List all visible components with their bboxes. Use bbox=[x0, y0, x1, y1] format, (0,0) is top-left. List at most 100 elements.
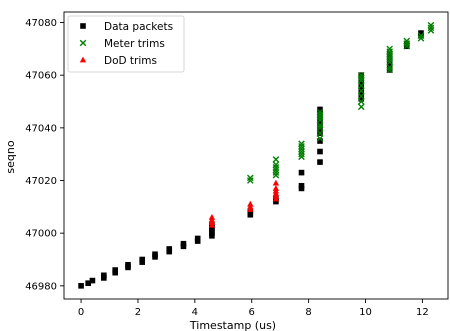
data-point bbox=[247, 177, 254, 184]
data-point bbox=[386, 63, 393, 71]
data-point bbox=[427, 27, 435, 34]
data-point bbox=[358, 85, 365, 92]
legend-marker bbox=[80, 23, 86, 29]
x-axis-label: Timestamp (us) bbox=[189, 319, 276, 331]
data-point bbox=[208, 213, 216, 220]
x-tick-label: 0 bbox=[78, 307, 84, 318]
data-point bbox=[152, 251, 158, 258]
data-point bbox=[386, 50, 393, 58]
data-point bbox=[386, 61, 393, 68]
data-point bbox=[317, 106, 323, 113]
x-tick-label: 4 bbox=[192, 307, 198, 318]
data-point bbox=[272, 161, 280, 169]
y-tick-label: 47080 bbox=[25, 18, 57, 29]
data-point bbox=[316, 124, 324, 132]
data-point bbox=[386, 66, 393, 74]
data-point bbox=[357, 82, 365, 90]
data-point bbox=[125, 261, 131, 268]
data-point bbox=[357, 87, 365, 95]
axes: 0 2 4 6 8 10 12 46980 47000 47020 47040 47060 47080 bbox=[25, 11, 449, 318]
data-point bbox=[247, 174, 254, 182]
series-2 bbox=[247, 21, 435, 184]
data-point bbox=[247, 200, 254, 207]
data-point bbox=[166, 246, 173, 252]
data-point bbox=[386, 56, 393, 63]
series-3 bbox=[208, 179, 280, 228]
data-point bbox=[89, 277, 96, 284]
data-point bbox=[316, 121, 324, 129]
legend-box bbox=[67, 15, 185, 73]
data-point bbox=[316, 116, 324, 124]
data-point bbox=[272, 156, 280, 163]
data-point bbox=[85, 280, 91, 287]
data-point bbox=[386, 58, 393, 66]
plot-area bbox=[78, 21, 435, 289]
data-point bbox=[418, 30, 424, 36]
y-tick-label: 47000 bbox=[25, 229, 57, 240]
data-point bbox=[316, 108, 324, 116]
legend-label: Meter trims bbox=[104, 38, 165, 50]
data-point bbox=[139, 256, 146, 263]
data-point bbox=[316, 135, 324, 142]
data-point bbox=[298, 153, 305, 161]
data-point bbox=[316, 129, 324, 137]
data-point bbox=[298, 150, 305, 158]
data-point bbox=[357, 71, 365, 79]
data-point bbox=[316, 114, 324, 121]
data-point bbox=[272, 164, 280, 171]
x-tick-label: 8 bbox=[305, 307, 311, 318]
legend-label: Data packets bbox=[104, 21, 173, 33]
data-point bbox=[317, 159, 323, 165]
data-point bbox=[357, 77, 365, 84]
data-point bbox=[403, 40, 411, 47]
data-point bbox=[417, 35, 425, 42]
plot-frame bbox=[63, 11, 449, 300]
data-point bbox=[272, 171, 280, 179]
data-point bbox=[317, 119, 323, 126]
data-point bbox=[180, 240, 187, 247]
y-tick-label: 46980 bbox=[25, 281, 57, 292]
legend-label: DoD trims bbox=[104, 55, 157, 67]
data-point bbox=[358, 96, 365, 102]
data-point bbox=[317, 138, 323, 144]
data-point bbox=[357, 74, 365, 82]
y-tick-label: 47040 bbox=[25, 123, 57, 134]
x-tick-label: 6 bbox=[249, 307, 255, 318]
data-point bbox=[298, 148, 305, 155]
data-point bbox=[298, 142, 305, 150]
data-point bbox=[272, 166, 280, 174]
legend-marker bbox=[79, 56, 87, 63]
data-point bbox=[298, 182, 305, 189]
data-point bbox=[403, 42, 411, 50]
data-point bbox=[194, 235, 201, 242]
data-point bbox=[427, 21, 435, 29]
data-point bbox=[357, 98, 365, 105]
data-point bbox=[298, 145, 305, 153]
data-point bbox=[298, 140, 305, 147]
data-point bbox=[386, 45, 393, 53]
data-point bbox=[112, 267, 118, 273]
data-point bbox=[357, 103, 365, 111]
data-point bbox=[101, 272, 107, 279]
x-tick-label: 12 bbox=[416, 307, 429, 318]
data-point bbox=[316, 111, 324, 118]
data-point bbox=[417, 32, 425, 39]
y-tick-label: 47060 bbox=[25, 71, 57, 82]
data-point bbox=[357, 92, 365, 100]
y-axis-label: seqno bbox=[4, 140, 17, 173]
data-point bbox=[358, 80, 365, 86]
data-point bbox=[427, 24, 435, 32]
data-point bbox=[317, 148, 323, 155]
data-point bbox=[386, 53, 393, 61]
legend-marker bbox=[79, 39, 87, 47]
x-tick-label: 2 bbox=[135, 307, 141, 318]
data-point bbox=[403, 37, 411, 45]
legend: Data packets Meter trims DoD trims bbox=[67, 15, 185, 73]
data-point bbox=[272, 185, 280, 191]
y-tick-label: 47020 bbox=[25, 176, 57, 187]
data-point bbox=[298, 169, 305, 176]
data-point bbox=[272, 179, 280, 186]
data-point bbox=[358, 90, 365, 97]
x-tick-label: 10 bbox=[359, 307, 372, 318]
